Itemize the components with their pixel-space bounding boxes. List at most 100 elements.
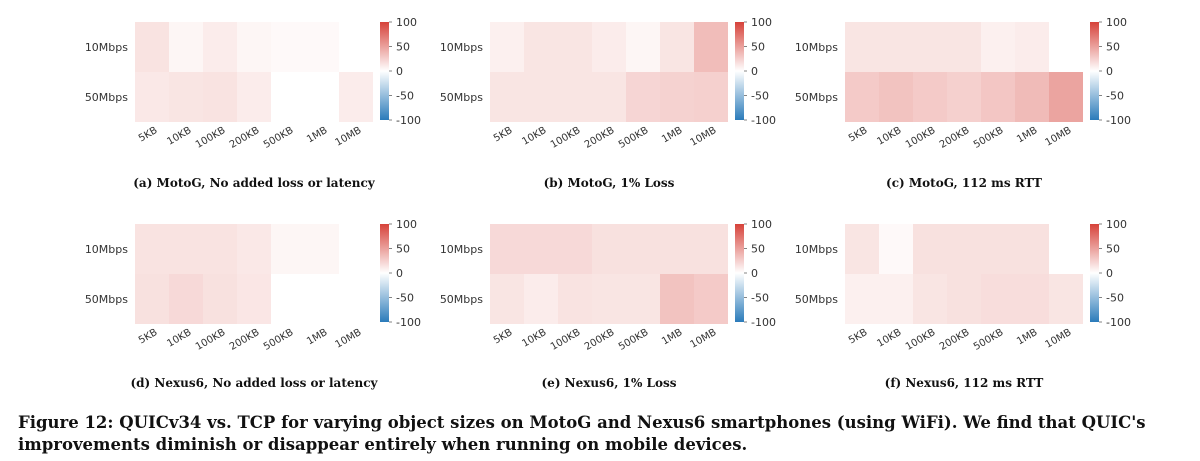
row-label: 10Mbps (440, 41, 483, 54)
colorbar (380, 224, 389, 322)
heatmap-cell (169, 72, 203, 122)
column-label: 10KB (875, 125, 903, 148)
colorbar-tick-label: -50 (751, 90, 769, 103)
heatmap-cell (271, 224, 305, 274)
heatmap-cell (660, 72, 694, 122)
colorbar-tick-label: 100 (396, 218, 417, 231)
column-label: 200KB (228, 125, 262, 151)
colorbar-tick-label: 50 (751, 41, 765, 54)
colorbar (380, 22, 389, 120)
heatmap-cell (1015, 224, 1049, 274)
column-label: 100KB (549, 327, 583, 353)
heatmap-cell (592, 72, 626, 122)
column-label: 100KB (549, 125, 583, 151)
heatmap-cell (237, 274, 271, 324)
heatmap-cell (1049, 224, 1083, 274)
heatmap-cell (524, 224, 558, 274)
heatmap-cell (1015, 22, 1049, 72)
heatmap-cell (339, 274, 373, 324)
colorbar (1090, 224, 1099, 322)
colorbar-tick-label: -100 (1106, 316, 1131, 329)
heatmap-cell (879, 22, 913, 72)
colorbar-tick-label: 50 (396, 243, 410, 256)
heatmap-cell (947, 22, 981, 72)
colorbar-tick-label: 50 (1106, 41, 1120, 54)
column-label: 10KB (165, 327, 193, 350)
column-label: 500KB (972, 125, 1006, 151)
column-label: 500KB (262, 125, 296, 151)
heatmap-cell (169, 22, 203, 72)
column-label: 10KB (875, 327, 903, 350)
colorbar-tick-label: -100 (751, 316, 776, 329)
row-label: 50Mbps (795, 293, 838, 306)
heatmap-cell (660, 224, 694, 274)
heatmap-cell (626, 22, 660, 72)
heatmap-cell (135, 224, 169, 274)
heatmap-c: 10Mbps 50Mbps 5KB 10KB 100KB 200KB 500KB 1MB 10M… (795, 16, 1131, 151)
heatmap-cell (271, 72, 305, 122)
heatmap-cell (913, 72, 947, 122)
heatmap-cell (271, 22, 305, 72)
heatmap-cell (1049, 274, 1083, 324)
heatmap-cell (879, 224, 913, 274)
heatmap-cell (203, 72, 237, 122)
heatmap-f: 10Mbps 50Mbps 5KB 10KB 100KB 200KB 500KB 1MB 10M… (795, 218, 1131, 353)
colorbar (735, 22, 744, 120)
column-label: 5KB (492, 327, 515, 346)
heatmap-cell (524, 22, 558, 72)
column-label: 5KB (492, 125, 515, 144)
column-label: 500KB (972, 327, 1006, 353)
subcaption-b: (b) MotoG, 1% Loss (543, 176, 675, 190)
row-label: 50Mbps (85, 293, 128, 306)
heatmap-cell (490, 22, 524, 72)
heatmap-cell (490, 224, 524, 274)
heatmap-cell (879, 274, 913, 324)
heatmap-cell (558, 22, 592, 72)
heatmap-cell (947, 224, 981, 274)
colorbar-tick-label: -100 (396, 316, 421, 329)
colorbar-tick-label: 100 (751, 16, 772, 29)
heatmap-cell (1049, 22, 1083, 72)
heatmap-cell (913, 224, 947, 274)
heatmap-cell (913, 274, 947, 324)
colorbar-tick-label: 0 (396, 65, 403, 78)
column-label: 500KB (262, 327, 296, 353)
heatmap-cell (271, 274, 305, 324)
column-label: 500KB (617, 125, 651, 151)
heatmap-cell (592, 274, 626, 324)
row-label: 50Mbps (440, 91, 483, 104)
heatmap-cell (305, 224, 339, 274)
column-label: 1MB (305, 125, 330, 146)
colorbar (735, 224, 744, 322)
colorbar-tick-label: 0 (1106, 65, 1113, 78)
heatmap-cell (305, 274, 339, 324)
subcaption-c: (c) MotoG, 112 ms RTT (886, 176, 1042, 190)
heatmap-cell (845, 274, 879, 324)
column-label: 10MB (1044, 125, 1074, 149)
heatmap-cell (169, 224, 203, 274)
column-label: 200KB (228, 327, 262, 353)
heatmap-cell (524, 274, 558, 324)
column-label: 200KB (583, 125, 617, 151)
subcaption-a: (a) MotoG, No added loss or latency (133, 176, 375, 190)
colorbar-tick-label: 100 (751, 218, 772, 231)
heatmap-cell (558, 224, 592, 274)
figure-caption: Figure 12: QUICv34 vs. TCP for varying o… (18, 413, 1146, 454)
heatmap-cell (592, 22, 626, 72)
subcaption-f: (f) Nexus6, 112 ms RTT (884, 376, 1044, 390)
colorbar (1090, 22, 1099, 120)
heatmap-cell (339, 72, 373, 122)
column-label: 1MB (660, 327, 685, 348)
heatmap-cell (845, 72, 879, 122)
heatmap-cell (305, 72, 339, 122)
heatmap-cell (694, 274, 728, 324)
colorbar-tick-label: 0 (751, 267, 758, 280)
heatmap-cell (237, 224, 271, 274)
heatmap-cell (1015, 72, 1049, 122)
heatmap-cell (169, 274, 203, 324)
column-label: 100KB (904, 327, 938, 353)
heatmap-cell (524, 72, 558, 122)
colorbar-tick-label: -50 (396, 292, 414, 305)
